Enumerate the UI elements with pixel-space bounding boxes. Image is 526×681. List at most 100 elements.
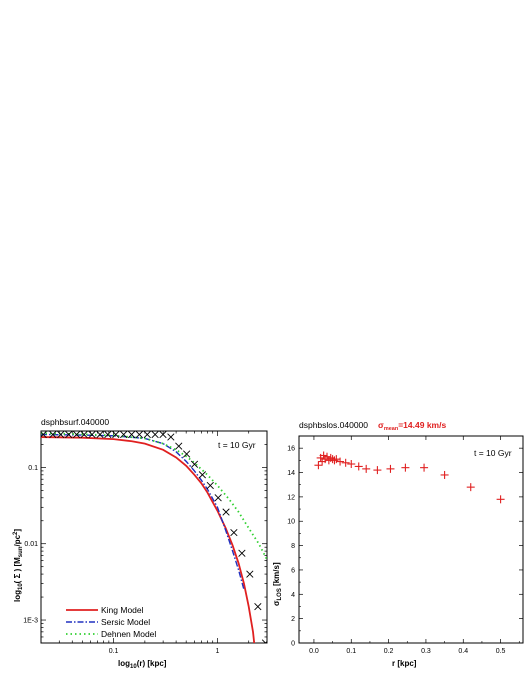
surface-data-marker: [206, 481, 214, 490]
los-y-tick-label: 6: [291, 567, 295, 574]
surface-data-marker: [198, 471, 206, 479]
surface-ylabel-a: log: [13, 590, 22, 602]
los-header-sub: mean: [384, 426, 399, 432]
surface-density-panel: dsphbsurf.040000 0.1 1 1E-3 0.01 0.1 t = 10 …: [13, 417, 268, 670]
surface-series-dehnen-model: [41, 432, 267, 560]
surface-panel-header: dsphbsurf.040000: [41, 417, 109, 427]
los-time-annotation: t = 10 Gyr: [474, 448, 512, 458]
surface-ylabel-d: sun: [18, 546, 24, 557]
los-y-tick-label: 12: [287, 494, 295, 501]
los-y-tick-label: 14: [287, 470, 295, 477]
los-y-tick-label: 8: [291, 543, 295, 550]
surface-xlabel: log10(r) [kpc]: [118, 659, 167, 670]
los-data-marker: [440, 470, 449, 479]
los-data-marker: [341, 458, 350, 467]
surface-xlabel-main: log: [118, 659, 130, 668]
surface-data-marker: [135, 431, 143, 439]
surface-data-marker: [127, 431, 136, 439]
surface-data-marker: [238, 549, 246, 557]
los-header-value: =14.49 km/s: [398, 420, 446, 430]
surface-data-marker: [120, 431, 128, 439]
surface-data-marker: [96, 431, 104, 439]
los-data-marker: [496, 495, 505, 504]
surface-data-marker: [230, 528, 238, 537]
surface-data-marker: [112, 431, 120, 439]
los-plot-frame: [298, 435, 524, 644]
surface-ylabel: log10( Σ ) [Msun/pc2]: [13, 529, 24, 602]
surface-data-marker: [65, 431, 73, 439]
los-x-tick-label: 0.4: [458, 648, 468, 655]
surface-x-tick-label: 0.1: [109, 648, 119, 655]
los-series-group: [314, 451, 505, 504]
legend-label-sersic: Sersic Model: [101, 617, 150, 627]
surface-time-annotation: t = 10 Gyr: [218, 440, 256, 450]
los-y-tick-label: 4: [291, 592, 295, 599]
los-ylabel: σLOS [km/s]: [272, 562, 283, 606]
los-x-tick-label: 0.5: [496, 648, 506, 655]
los-x-tick-label: 0.2: [384, 648, 394, 655]
surface-plot-frame: [40, 430, 268, 644]
surface-ylabel-g: ]: [13, 529, 22, 532]
surface-data-marker: [88, 431, 96, 439]
los-y-tick-label: 16: [287, 446, 295, 453]
surface-series-sersic-model: [41, 433, 245, 590]
surface-series-clip: [41, 431, 267, 643]
velocity-dispersion-panel: dsphbslos.040000 σmean=14.49 km/s 0.0 0.1 0…: [272, 420, 524, 668]
surface-data-marker: [49, 431, 57, 439]
los-x-tick-label: 0.3: [421, 648, 431, 655]
surface-xlabel-tail: (r) [kpc]: [137, 659, 167, 668]
los-data-marker: [466, 483, 475, 492]
los-ylabel-tail: [km/s]: [272, 562, 281, 588]
surface-data-marker: [143, 431, 151, 439]
los-x-tick-label: 0.1: [346, 648, 356, 655]
surface-data-marker: [151, 431, 159, 439]
surface-data-marker: [159, 431, 167, 439]
surface-data-marker: [183, 450, 191, 458]
los-data-marker: [314, 461, 323, 470]
los-data-marker: [336, 457, 345, 466]
legend-label-dehnen: Dehnen Model: [101, 629, 156, 639]
surface-data-marker: [72, 431, 81, 439]
surface-data-marker: [222, 508, 230, 516]
los-x-tick-label: 0.0: [309, 648, 319, 655]
surface-ylabel-f: 2: [13, 531, 19, 535]
surface-series-king-model: [41, 436, 256, 643]
surface-data-marker: [254, 602, 262, 611]
surface-data-marker: [167, 433, 175, 441]
surface-data-marker: [261, 639, 267, 643]
los-data-marker: [319, 451, 328, 460]
los-data-marker: [401, 463, 410, 472]
surface-y-tick-label: 0.01: [24, 541, 38, 548]
los-data-marker: [362, 464, 371, 473]
surface-data-marker: [175, 442, 183, 450]
surface-ylabel-e: /pc: [13, 534, 22, 546]
los-y-tick-label: 10: [287, 519, 295, 526]
surface-data-marker: [41, 431, 47, 439]
los-panel-header: dsphbslos.040000 σmean=14.49 km/s: [299, 420, 446, 432]
los-ylabel-sub: LOS: [277, 588, 283, 600]
los-data-marker: [420, 463, 429, 472]
surface-ylabel-b: 10: [18, 583, 24, 590]
surface-data-marker: [190, 460, 199, 468]
surface-data-marker: [80, 431, 88, 439]
surface-x-tick-label: 1: [215, 648, 219, 655]
surface-y-tick-label: 1E-3: [23, 618, 38, 625]
los-header-sigma: σ: [378, 420, 384, 430]
surface-ylabel-c: ( Σ ) [M: [13, 557, 22, 583]
los-data-marker: [347, 460, 356, 469]
los-header-file: dsphbslos.040000: [299, 420, 368, 430]
legend-label-king: King Model: [101, 605, 144, 615]
los-data-marker: [330, 456, 339, 465]
surface-data-marker: [214, 494, 222, 502]
los-ylabel-main: σ: [272, 600, 281, 606]
surface-y-tick-label: 0.1: [28, 465, 38, 472]
los-data-marker: [386, 464, 395, 473]
los-tick-group: 0.0 0.1 0.2 0.3 0.4 0.5 0 2 4 6 8 10 12 14 16: [287, 436, 523, 655]
los-y-tick-label: 2: [291, 616, 295, 623]
surface-data-marker: [57, 431, 65, 439]
surface-legend: King Model Sersic Model Dehnen Model: [66, 605, 156, 639]
surface-xlabel-sub: 10: [130, 664, 137, 670]
los-data-marker: [323, 452, 331, 461]
surface-data-marker: [246, 570, 254, 578]
